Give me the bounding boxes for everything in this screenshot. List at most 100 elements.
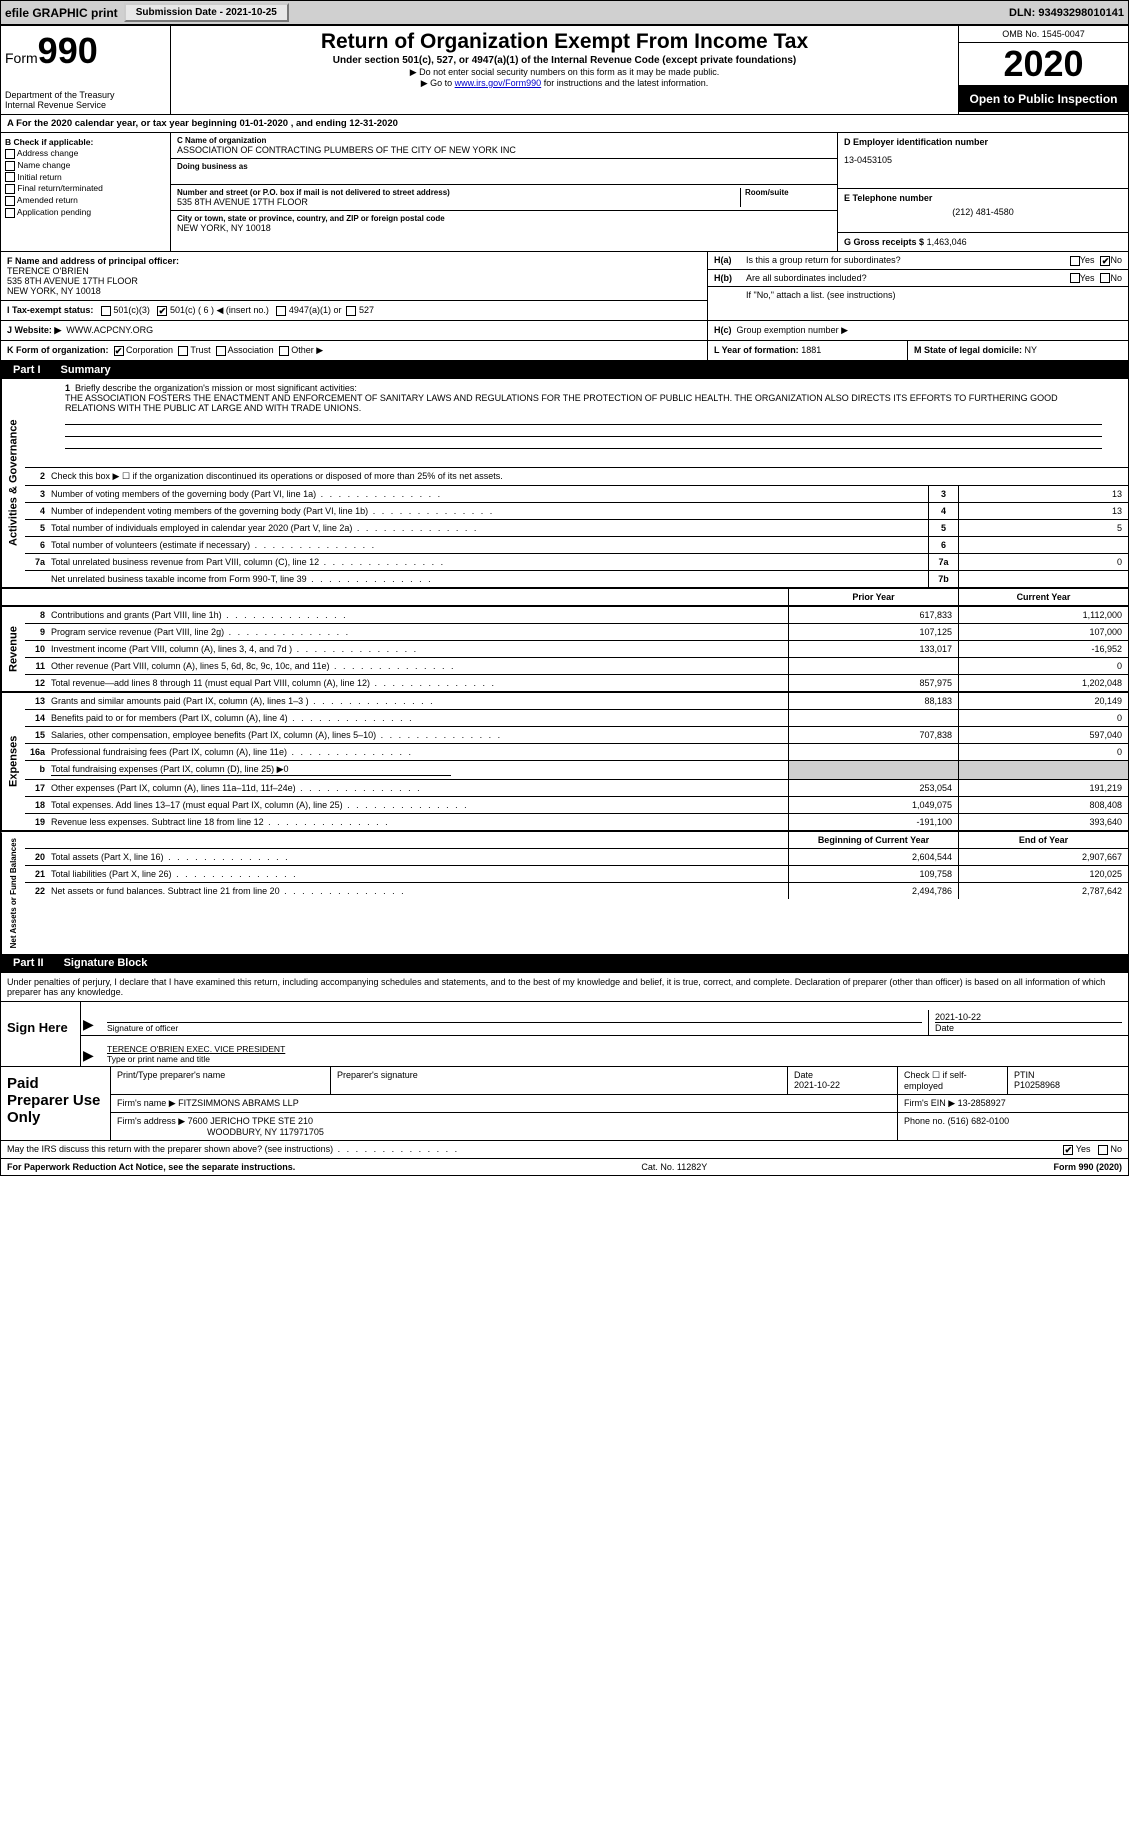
header-left: Form990 Department of the Treasury Inter… <box>1 26 171 114</box>
ha-yes[interactable] <box>1070 256 1080 266</box>
sub3-post: for instructions and the latest informat… <box>541 78 708 88</box>
table-row: 4 Number of independent voting members o… <box>25 503 1128 520</box>
hb-no[interactable] <box>1100 273 1110 283</box>
ptin-value: P10258968 <box>1014 1080 1060 1090</box>
table-row: 14 Benefits paid to or for members (Part… <box>25 710 1128 727</box>
table-row: 18 Total expenses. Add lines 13–17 (must… <box>25 797 1128 814</box>
address-grid: B Check if applicable: Address change Na… <box>1 133 1128 252</box>
sub3-pre: ▶ Go to <box>421 78 455 88</box>
gross-value: 1,463,046 <box>927 237 967 247</box>
exp-strip: Expenses <box>1 693 25 830</box>
table-row: 7a Total unrelated business revenue from… <box>25 554 1128 571</box>
officer-name: TERENCE O'BRIEN <box>7 266 701 276</box>
paid-h2: Preparer's signature <box>331 1067 788 1094</box>
prep-date: 2021-10-22 <box>794 1080 840 1090</box>
hb-yes[interactable] <box>1070 273 1080 283</box>
discuss-no-cb[interactable] <box>1098 1145 1108 1155</box>
cb-assoc[interactable] <box>216 346 226 356</box>
form-header: Form990 Department of the Treasury Inter… <box>1 26 1128 115</box>
submission-date-button[interactable]: Submission Date - 2021-10-25 <box>124 3 289 22</box>
table-row: 9 Program service revenue (Part VIII, li… <box>25 624 1128 641</box>
ein-label: D Employer identification number <box>844 137 1122 147</box>
footer-right: Form 990 (2020) <box>1053 1162 1122 1172</box>
org-name: ASSOCIATION OF CONTRACTING PLUMBERS OF T… <box>177 145 831 155</box>
sig-intro: Under penalties of perjury, I declare th… <box>1 972 1128 1001</box>
sig-date: 2021-10-22 <box>935 1012 1122 1022</box>
efile-label: efile GRAPHIC print <box>5 6 118 20</box>
officer-addr1: 535 8TH AVENUE 17TH FLOOR <box>7 276 701 286</box>
officer-addr2: NEW YORK, NY 10018 <box>7 286 701 296</box>
cb-amended[interactable]: Amended return <box>5 195 166 206</box>
mission-block: 1 Briefly describe the organization's mi… <box>25 379 1128 467</box>
website-value: WWW.ACPCNY.ORG <box>66 325 153 335</box>
end-year-head: End of Year <box>958 832 1128 848</box>
table-row: Net unrelated business taxable income fr… <box>25 571 1128 587</box>
cb-527[interactable] <box>346 306 356 316</box>
form-container: Form990 Department of the Treasury Inter… <box>0 25 1129 1176</box>
cb-4947[interactable] <box>276 306 286 316</box>
cb-other[interactable] <box>279 346 289 356</box>
dept-label: Department of the Treasury Internal Reve… <box>5 90 166 110</box>
cb-final[interactable]: Final return/terminated <box>5 183 166 194</box>
table-row: 22 Net assets or fund balances. Subtract… <box>25 883 1128 899</box>
top-bar: efile GRAPHIC print Submission Date - 20… <box>0 0 1129 25</box>
table-row: 16a Professional fundraising fees (Part … <box>25 744 1128 761</box>
sign-here-label: Sign Here <box>1 1002 81 1066</box>
row-i-label: I Tax-exempt status: <box>7 305 93 315</box>
part2-tab: Part II <box>1 954 56 972</box>
header-center: Return of Organization Exempt From Incom… <box>171 26 958 114</box>
table-row: 17 Other expenses (Part IX, column (A), … <box>25 780 1128 797</box>
rev-section: Revenue 8 Contributions and grants (Part… <box>1 607 1128 691</box>
firm-addr2: WOODBURY, NY 117971705 <box>207 1127 324 1137</box>
table-row: 13 Grants and similar amounts paid (Part… <box>25 693 1128 710</box>
state-domicile: NY <box>1025 345 1038 355</box>
footer-mid: Cat. No. 11282Y <box>295 1162 1053 1172</box>
firm-addr1: 7600 JERICHO TPKE STE 210 <box>188 1116 313 1126</box>
cb-app[interactable]: Application pending <box>5 207 166 218</box>
instructions-link[interactable]: www.irs.gov/Form990 <box>455 78 542 88</box>
paid-h4: Check ☐ if self-employed <box>898 1067 1008 1094</box>
mission-text: THE ASSOCIATION FOSTERS THE ENACTMENT AN… <box>65 393 1058 413</box>
prior-year-head: Prior Year <box>788 589 958 605</box>
row-i: I Tax-exempt status: 501(c)(3) 501(c) ( … <box>1 301 707 320</box>
phone-value-e: (212) 481-4580 <box>844 207 1122 217</box>
ha-no[interactable] <box>1100 256 1110 266</box>
form-sub1: Under section 501(c), 527, or 4947(a)(1)… <box>177 54 952 67</box>
officer-print-name: TERENCE O'BRIEN EXEC. VICE PRESIDENT <box>107 1044 1122 1054</box>
rev-strip: Revenue <box>1 607 25 691</box>
cb-address[interactable]: Address change <box>5 148 166 159</box>
cb-name[interactable]: Name change <box>5 160 166 171</box>
street-label: Number and street (or P.O. box if mail i… <box>177 188 736 197</box>
box-b: B Check if applicable: Address change Na… <box>1 133 171 251</box>
form-sub3: ▶ Go to www.irs.gov/Form990 for instruct… <box>177 78 952 89</box>
row-j: J Website: ▶ WWW.ACPCNY.ORG H(c) Group e… <box>1 321 1128 341</box>
open-public-badge: Open to Public Inspection <box>959 86 1128 112</box>
gov-strip: Activities & Governance <box>1 379 25 587</box>
cb-501c[interactable] <box>157 306 167 316</box>
hb-text: Are all subordinates included? <box>746 273 867 283</box>
mid-right: H(a) Is this a group return for subordin… <box>708 252 1128 320</box>
cb-initial[interactable]: Initial return <box>5 172 166 183</box>
box-b-label: B Check if applicable: <box>5 137 166 147</box>
footer-left: For Paperwork Reduction Act Notice, see … <box>7 1162 295 1172</box>
cb-trust[interactable] <box>178 346 188 356</box>
mission-label: Briefly describe the organization's miss… <box>75 383 357 393</box>
cb-corp[interactable] <box>114 346 124 356</box>
exp-section: Expenses 13 Grants and similar amounts p… <box>1 691 1128 830</box>
net-section: Net Assets or Fund Balances Beginning of… <box>1 830 1128 954</box>
box-de: D Employer identification number 13-0453… <box>838 133 1128 251</box>
discuss-yes-cb[interactable] <box>1063 1145 1073 1155</box>
firm-phone: (516) 682-0100 <box>948 1116 1010 1126</box>
year-formation: 1881 <box>801 345 821 355</box>
dln-label: DLN: 93493298010141 <box>1009 7 1124 19</box>
dba-label: Doing business as <box>177 162 831 171</box>
form-title: Return of Organization Exempt From Incom… <box>177 30 952 54</box>
box-f-label: F Name and address of principal officer: <box>7 256 701 266</box>
row-l-label: L Year of formation: <box>714 345 799 355</box>
cb-501c3[interactable] <box>101 306 111 316</box>
ein-value: 13-0453105 <box>844 155 1122 165</box>
net-strip: Net Assets or Fund Balances <box>1 832 25 954</box>
gross-label: G Gross receipts $ <box>844 237 924 247</box>
part1-header: Part I Summary <box>1 361 1128 379</box>
phone-label-e: E Telephone number <box>844 193 1122 203</box>
